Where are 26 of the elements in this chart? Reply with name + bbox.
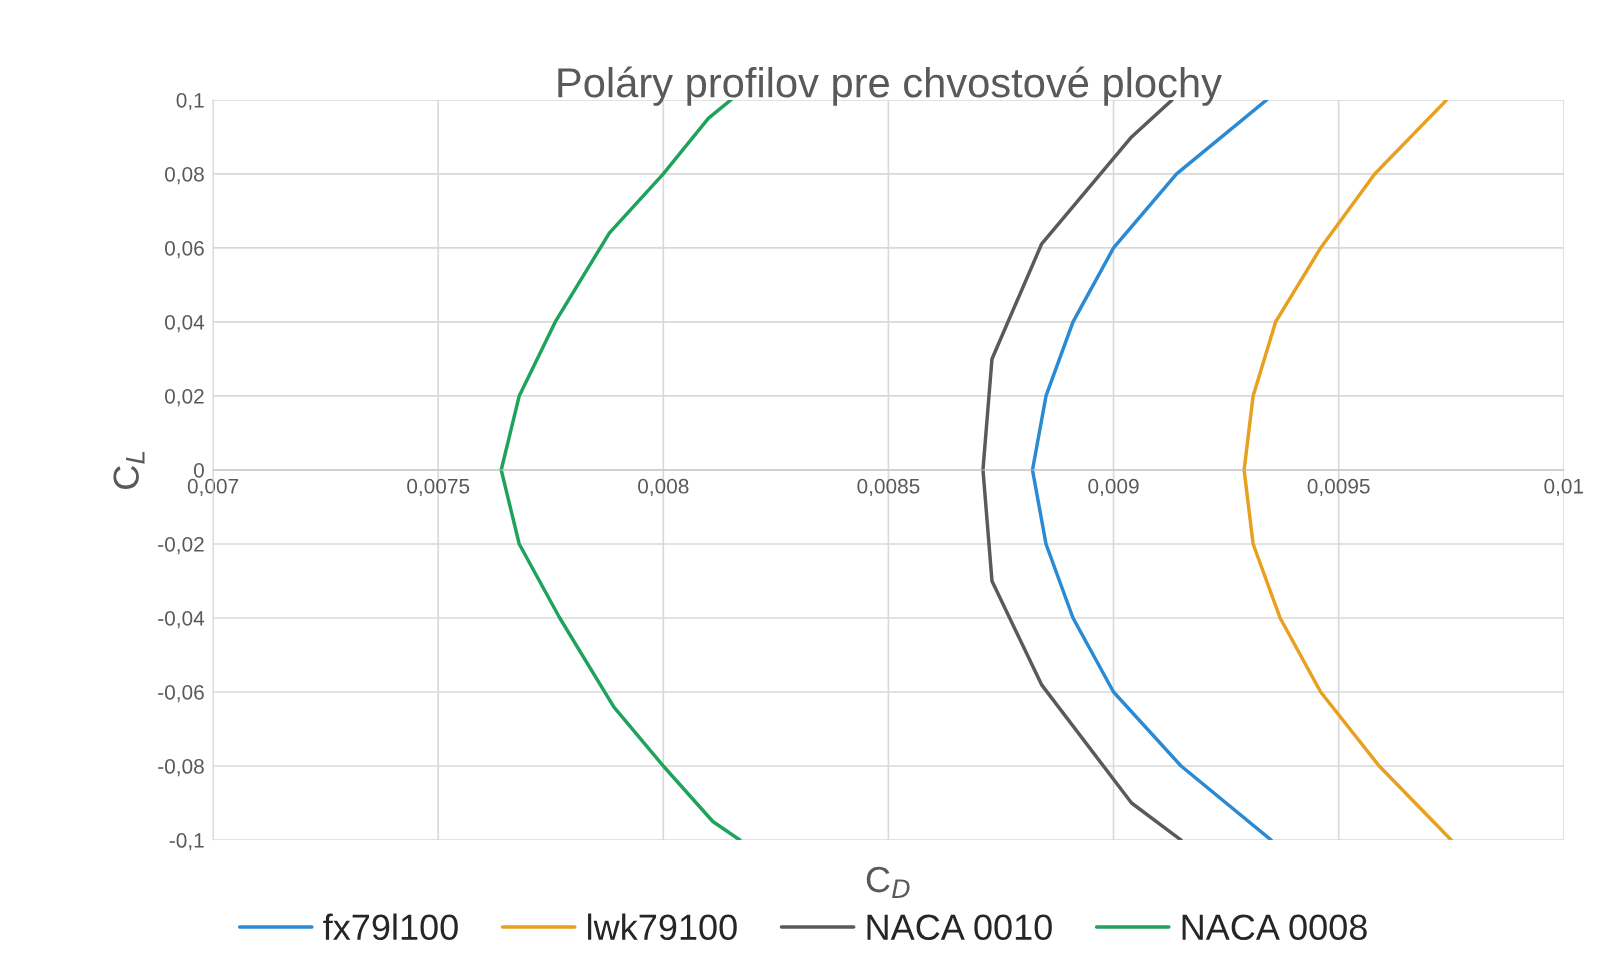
y-tick-label: -0,02 <box>158 536 204 555</box>
y-tick-label: -0,04 <box>158 610 205 629</box>
y-tick-label: 0,08 <box>165 166 204 185</box>
y-tick-label: -0,08 <box>158 759 204 777</box>
x-tick-label: 0,007 <box>187 478 239 497</box>
x-tick-label: 0,0095 <box>1307 478 1370 497</box>
x-tick-label: 0,009 <box>1088 478 1139 497</box>
line-series <box>1242 99 1453 841</box>
y-axis-title: C$_{L}$ <box>113 451 145 489</box>
legend-label: fx79l100 <box>323 913 458 941</box>
x-tick-label: 0,0085 <box>857 478 920 497</box>
legend-label: lwk79100 <box>588 913 737 941</box>
y-tick-label: 0,06 <box>165 240 204 259</box>
legend-label: NACA 0008 <box>1182 914 1367 941</box>
x-axis-title: C$_{D}$ <box>866 866 910 898</box>
x-tick-label: 0,008 <box>638 478 689 497</box>
y-tick-label: 0 <box>193 462 204 478</box>
legend-label: NACA 0010 <box>867 914 1052 941</box>
y-tick-label: 0,02 <box>165 388 204 407</box>
x-tick-label: 0,01 <box>1544 478 1584 497</box>
y-tick-label: 0,04 <box>165 314 205 333</box>
y-tick-label: -0,06 <box>158 685 204 703</box>
chart-title: Poláry profilov pre chvostové plochy <box>558 66 1222 106</box>
y-tick-label: 0,1 <box>176 92 204 111</box>
y-tick-label: -0,1 <box>169 833 204 851</box>
x-tick-label: 0,0075 <box>407 478 470 497</box>
